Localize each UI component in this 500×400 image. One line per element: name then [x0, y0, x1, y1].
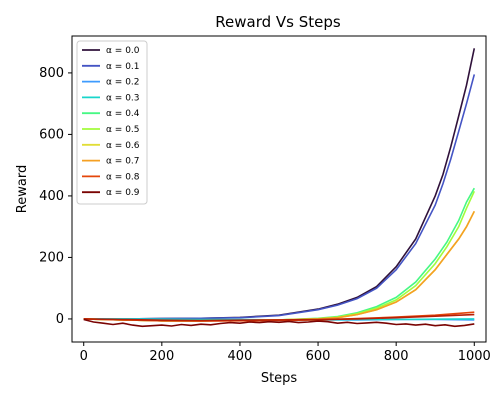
y-tick-label: 400	[39, 189, 64, 204]
legend-entry: α = 0.0	[106, 46, 140, 56]
series-line-6	[83, 210, 476, 322]
series-line-5	[83, 190, 476, 322]
legend-entry: α = 0.4	[106, 109, 140, 119]
x-axis: 0 200 400 600 800 1000	[80, 342, 491, 364]
y-tick-label: 600	[39, 127, 64, 142]
legend-entry: α = 0.6	[106, 141, 140, 151]
series-line-10	[83, 318, 475, 328]
legend-entry: α = 0.9	[106, 188, 140, 198]
legend-entry: α = 0.1	[106, 62, 140, 72]
x-tick-label: 400	[228, 349, 253, 364]
y-tick-label: 0	[56, 312, 64, 327]
series-line-7	[83, 210, 476, 322]
series-line-1	[83, 74, 476, 320]
x-axis-label: Steps	[261, 371, 298, 386]
series-line-4	[83, 187, 475, 322]
series-line-9	[83, 313, 475, 322]
x-tick-label: 800	[384, 349, 409, 364]
x-tick-label: 1000	[458, 349, 491, 364]
legend-entry: α = 0.3	[106, 93, 140, 103]
x-tick-label: 0	[80, 349, 88, 364]
plot-area	[83, 48, 476, 328]
legend-entry: α = 0.5	[106, 125, 140, 135]
chart-title: Reward Vs Steps	[215, 13, 341, 31]
x-tick-label: 600	[306, 349, 331, 364]
y-axis-label: Reward	[15, 165, 30, 213]
legend: α = 0.0 α = 0.1 α = 0.2 α = 0.3 α = 0.4 α = 0…	[76, 40, 148, 205]
plot-frame	[71, 35, 487, 343]
y-axis: 0 200 400 600 800	[39, 66, 72, 327]
x-tick-label: 200	[149, 349, 174, 364]
y-tick-label: 800	[39, 66, 64, 81]
legend-entry: α = 0.7	[106, 157, 140, 167]
y-tick-label: 200	[39, 250, 64, 265]
legend-entry: α = 0.2	[106, 78, 140, 88]
legend-entry: α = 0.8	[106, 172, 140, 182]
